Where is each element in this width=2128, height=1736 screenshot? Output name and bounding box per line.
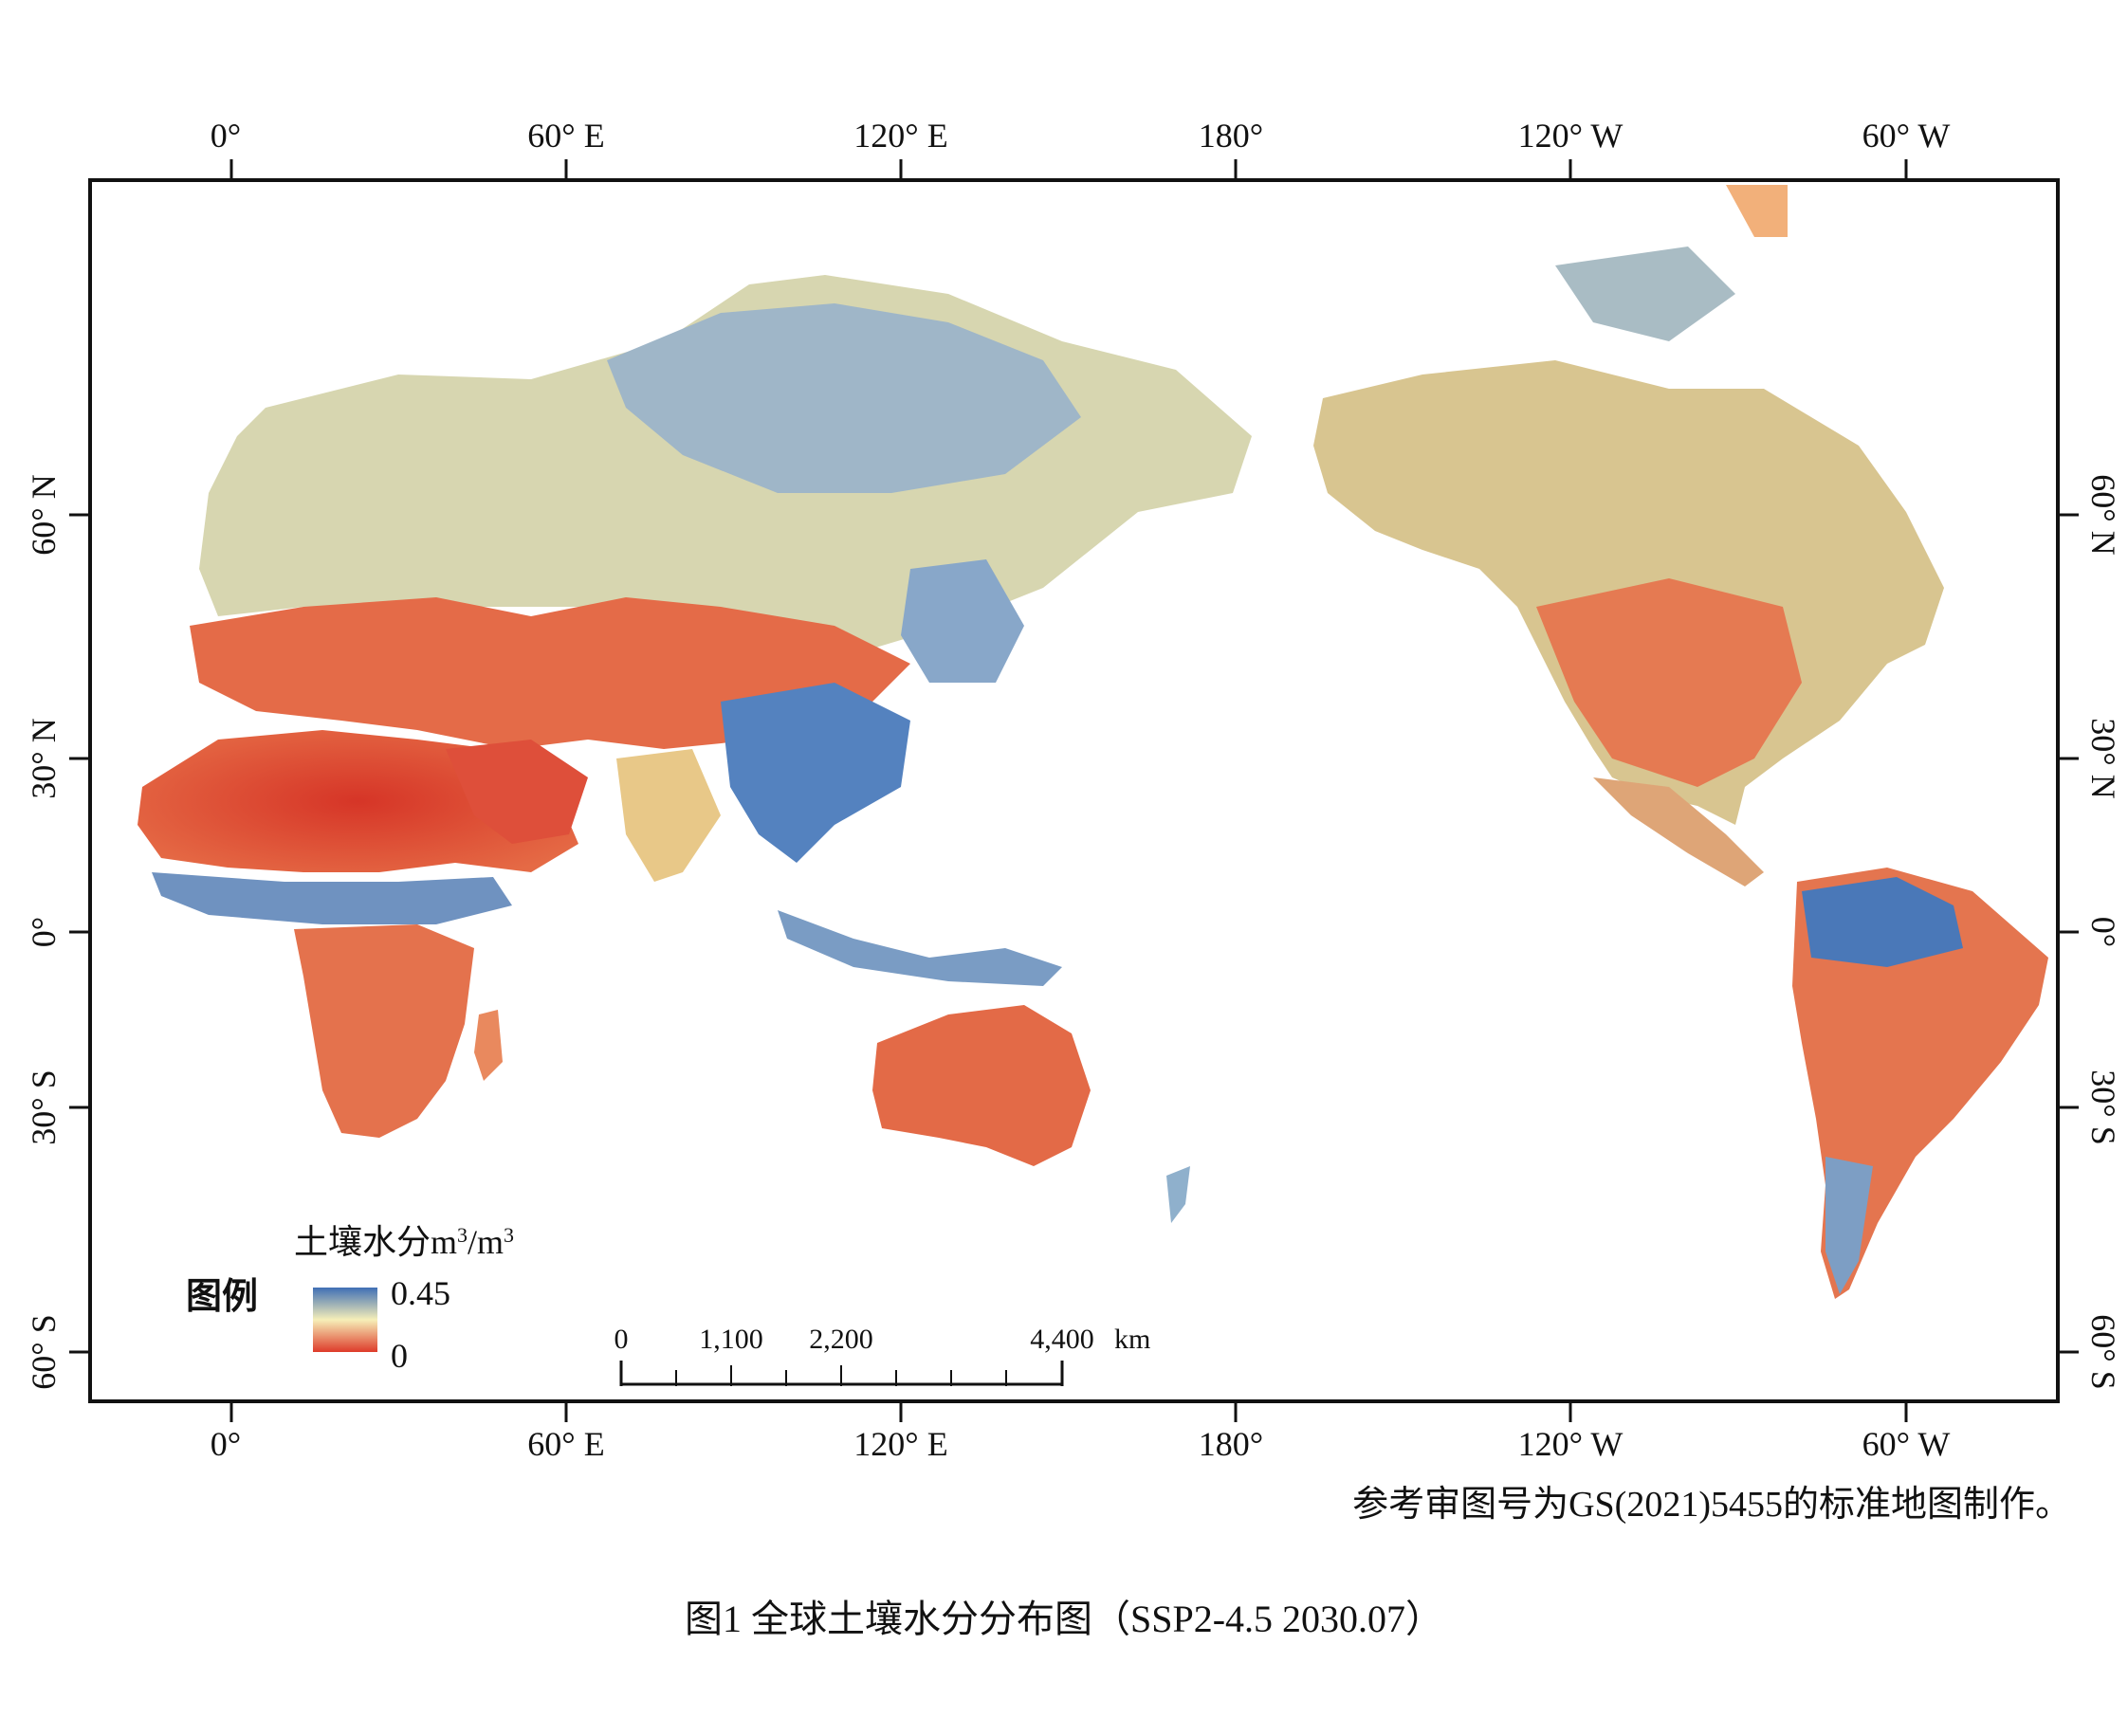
left-label-30n: 30° N (25, 718, 63, 798)
right-axis: 60° N 30° N 0° 30° S 60° S (2058, 474, 2122, 1390)
land-north-america-south (1536, 578, 1802, 787)
land-canadian-arctic (1555, 247, 1735, 341)
scale-unit: km (1114, 1324, 1150, 1355)
land-madagascar (474, 1010, 503, 1081)
top-label-180: 180° (1199, 117, 1263, 155)
map-frame (88, 178, 2060, 1403)
top-label-60e: 60° E (527, 117, 604, 155)
bottom-label-0: 0° (211, 1425, 241, 1463)
land-new-zealand (1166, 1166, 1190, 1223)
bottom-label-120w: 120° W (1518, 1425, 1624, 1463)
bottom-label-180: 180° (1199, 1425, 1263, 1463)
scale-label-4400: 4,400 (1030, 1324, 1094, 1355)
left-label-30s: 30° S (25, 1069, 63, 1144)
legend-min-label: 0 (391, 1337, 408, 1375)
land-greenland (1726, 185, 1788, 237)
scale-label-2200: 2,200 (809, 1324, 873, 1355)
scale-bar: 0 1,100 2,200 4,400 km (615, 1324, 1150, 1386)
legend-variable: 土壤水分m3/m3 (294, 1223, 514, 1262)
legend-title: 图例 (186, 1277, 258, 1317)
left-label-60s: 60° S (25, 1314, 63, 1389)
map-credit: 参考审图号为GS(2021)5455的标准地图制作。 (1352, 1485, 2071, 1525)
top-label-120w: 120° W (1518, 117, 1624, 155)
top-label-60w: 60° W (1862, 117, 1951, 155)
scale-label-0: 0 (615, 1324, 629, 1355)
legend-max-label: 0.45 (391, 1274, 450, 1312)
left-label-60n: 60° N (25, 474, 63, 555)
bottom-axis: 0° 60° E 120° E 180° 120° W 60° W (211, 1401, 1951, 1463)
right-label-60n: 60° N (2084, 474, 2122, 555)
land-patagonia (1825, 1157, 1873, 1294)
land-amazon-wet (1802, 877, 1963, 967)
right-label-60s: 60° S (2084, 1314, 2122, 1389)
left-label-0: 0° (25, 917, 63, 947)
left-axis: 60° N 30° N 0° 30° S 60° S (25, 474, 90, 1390)
scale-label-1100: 1,100 (699, 1324, 763, 1355)
figure-caption: 图1 全球土壤水分分布图（SSP2-4.5 2030.07） (684, 1598, 1444, 1640)
top-label-0: 0° (211, 117, 241, 155)
land-east-asia-coast (901, 559, 1024, 683)
land-south-china-wet (721, 683, 910, 863)
land-siberia-wet (607, 303, 1081, 493)
bottom-label-60e: 60° E (527, 1425, 604, 1463)
land-india (616, 749, 721, 882)
land-sahel (152, 872, 512, 924)
legend: 土壤水分m3/m3 图例 0.45 0 (186, 1223, 514, 1376)
right-label-0: 0° (2084, 917, 2122, 947)
bottom-label-120e: 120° E (853, 1425, 947, 1463)
land-central-america (1593, 777, 1764, 886)
land-south-africa (294, 924, 474, 1138)
legend-color-ramp (313, 1288, 377, 1352)
top-axis: 0° 60° E 120° E 180° 120° W 60° W (211, 117, 1951, 180)
top-label-120e: 120° E (853, 117, 947, 155)
land-australia (872, 1005, 1091, 1166)
right-label-30n: 30° N (2084, 718, 2122, 798)
right-label-30s: 30° S (2084, 1069, 2122, 1144)
land-arabia (446, 740, 588, 844)
land-layer (138, 185, 2048, 1299)
bottom-label-60w: 60° W (1862, 1425, 1951, 1463)
land-indonesia (778, 910, 1062, 986)
